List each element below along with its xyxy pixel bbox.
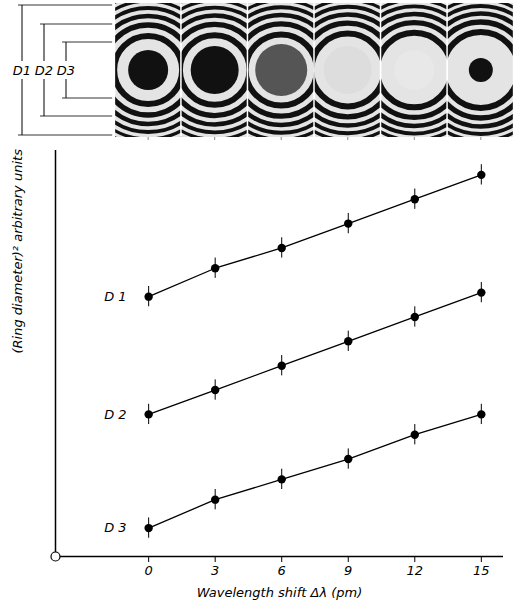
svg-text:D 3: D 3 xyxy=(104,520,126,535)
svg-text:D2: D2 xyxy=(35,63,53,78)
svg-text:D1: D1 xyxy=(13,63,31,78)
svg-text:3: 3 xyxy=(211,563,219,578)
svg-text:6: 6 xyxy=(278,563,286,578)
svg-text:15: 15 xyxy=(473,563,490,578)
svg-text:9: 9 xyxy=(344,563,352,578)
svg-text:(Ring diameter)² arbitrary uni: (Ring diameter)² arbitrary units xyxy=(10,149,25,354)
svg-text:D3: D3 xyxy=(57,63,75,78)
svg-text:D 1: D 1 xyxy=(104,289,126,304)
svg-text:Wavelength shift Δλ (pm): Wavelength shift Δλ (pm) xyxy=(197,585,363,600)
svg-text:0: 0 xyxy=(145,563,153,578)
svg-text:12: 12 xyxy=(407,563,424,578)
svg-text:D 2: D 2 xyxy=(104,407,126,422)
